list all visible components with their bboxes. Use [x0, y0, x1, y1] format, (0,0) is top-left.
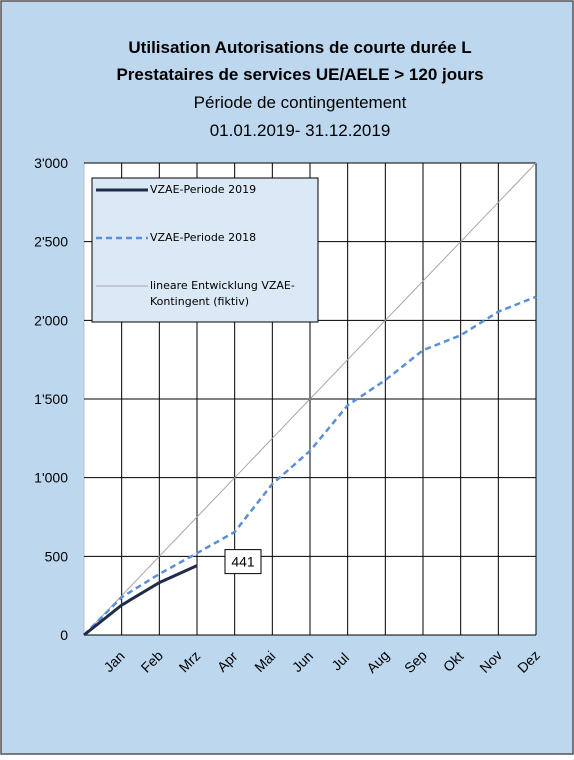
legend: VZAE-Periode 2019 VZAE-Periode 2018 linear…: [91, 177, 319, 323]
y-tick-label: 2'000: [34, 312, 68, 328]
y-tick-label: 1'000: [34, 470, 68, 486]
chart-title: Prestataires de services UE/AELE > 120 j…: [116, 65, 483, 84]
series-line: [83, 295, 537, 636]
legend-entry: lineare Entwicklung VZAE-Kontingent (fik…: [150, 279, 295, 308]
chart-subtitle: 01.01.2019- 31.12.2019: [210, 121, 391, 140]
legend-label: VZAE-Periode 2019: [150, 183, 257, 196]
y-tick-label: 500: [45, 548, 69, 564]
y-tick-label: 1'500: [34, 391, 68, 407]
legend-entry: VZAE-Periode 2018: [150, 231, 257, 244]
series-line: [83, 564, 198, 637]
legend-entry: VZAE-Periode 2019: [150, 183, 257, 196]
y-tick-label: 2'500: [34, 234, 68, 250]
lines: 441: [83, 162, 537, 637]
chart-title: Utilisation Autorisations de courte duré…: [128, 38, 471, 57]
y-tick-label: 0: [60, 627, 68, 643]
y-tick-label: 3'000: [34, 155, 68, 171]
chart-subtitle: Période de contingentement: [194, 93, 407, 112]
legend-box: [91, 177, 319, 323]
data-label-box: [224, 549, 262, 575]
series-line: [83, 162, 537, 636]
legend-label: VZAE-Periode 2018: [150, 231, 257, 244]
data-label: 441: [231, 554, 255, 570]
legend-label: lineare Entwicklung VZAE-Kontingent (fik…: [150, 279, 295, 308]
